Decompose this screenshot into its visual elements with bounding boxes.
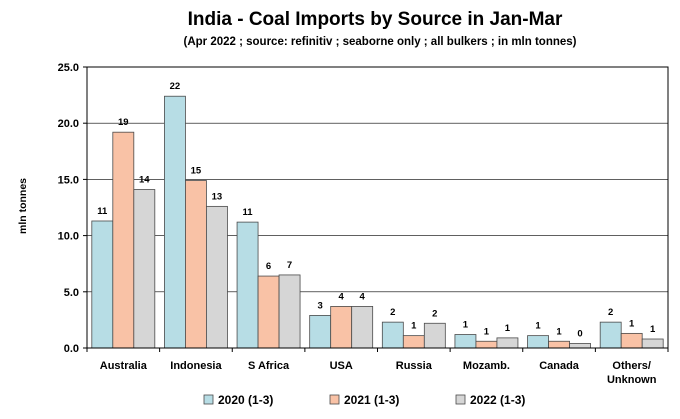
x-tick-label: Others/ [612,360,651,372]
legend-swatch [203,394,214,405]
x-tick-label: Canada [539,360,580,372]
data-label: 15 [191,166,202,177]
data-label: 1 [535,321,541,332]
legend-entry: 2022 (1-3) [470,393,525,407]
data-label: 0 [577,329,582,340]
data-label: 1 [629,318,635,329]
chart-title: India - Coal Imports by Source in Jan-Ma… [188,9,563,30]
y-tick-label: 15.0 [58,174,79,186]
chart-subtitle: (Apr 2022 ; source: refinitiv ; seaborne… [184,36,577,48]
data-label: 11 [97,206,108,217]
y-tick-label: 20.0 [58,118,79,130]
bar-0-7 [599,321,622,349]
bar-1-3 [330,306,353,349]
bar-2-7 [641,338,664,349]
data-label: 22 [170,81,181,92]
legend: 2020 (1-3) 2021 (1-3) 2022 (1-3) [203,393,525,407]
bar-0-1 [164,95,186,349]
x-tick-label: S Africa [248,360,290,372]
bar-2-6 [569,343,591,349]
data-label: 11 [243,207,254,218]
data-label: 3 [318,300,323,311]
bar-1-4 [402,335,425,349]
legend-swatch [329,394,340,405]
bars [91,95,664,349]
data-label: 1 [463,320,469,331]
bar-2-4 [423,322,446,349]
bar-0-5 [454,334,477,349]
data-label: 4 [360,291,366,302]
x-tick-labels: Australia Indonesia S Africa USA Russia Mozam… [100,360,657,386]
data-label: 2 [608,307,613,318]
y-tick-label: 0.0 [64,343,79,355]
data-label: 2 [432,308,437,319]
bar-0-3 [309,315,332,349]
data-label: 2 [390,307,395,318]
data-label: 7 [287,260,292,271]
legend-entry: 2020 (1-3) [218,393,273,407]
legend-entry: 2021 (1-3) [344,393,399,407]
x-tick-label: Unknown [607,374,657,386]
bar-0-0 [91,220,114,349]
bar-2-3 [351,306,374,349]
bar-2-1 [206,205,228,349]
data-label: 19 [118,117,129,128]
data-label: 14 [139,175,150,186]
data-label: 1 [484,326,490,337]
bar-2-0 [133,189,156,349]
data-label: 1 [556,326,562,337]
data-label: 1 [650,324,656,335]
bar-2-2 [278,274,301,349]
y-axis-label: mln tonnes [17,178,29,234]
x-tick-label: Russia [396,360,433,372]
data-label: 4 [339,291,345,302]
bar-1-5 [475,340,498,349]
data-label: 1 [411,321,417,332]
data-label: 6 [266,261,271,272]
y-tick-label: 25.0 [58,62,79,74]
x-tick-label: USA [330,360,353,372]
y-tick-label: 5.0 [64,287,79,299]
bar-1-6 [548,340,570,349]
bar-1-0 [112,131,135,349]
x-tick-label: Mozamb. [463,360,510,372]
bar-1-7 [620,332,643,349]
x-tick-label: Indonesia [170,360,222,372]
data-label: 1 [505,323,511,334]
legend-swatch [455,394,466,405]
x-tick-label: Australia [100,360,148,372]
bar-1-2 [257,275,280,349]
bar-1-1 [185,180,207,349]
data-label: 13 [212,191,223,202]
y-tick-label: 10.0 [58,231,79,243]
bar-0-2 [236,221,259,349]
bar-0-4 [381,321,404,349]
bar-2-5 [496,337,519,349]
bar-0-6 [527,335,549,349]
axes: 0.0 5.0 10.0 15.0 20.0 25.0 [58,62,669,355]
